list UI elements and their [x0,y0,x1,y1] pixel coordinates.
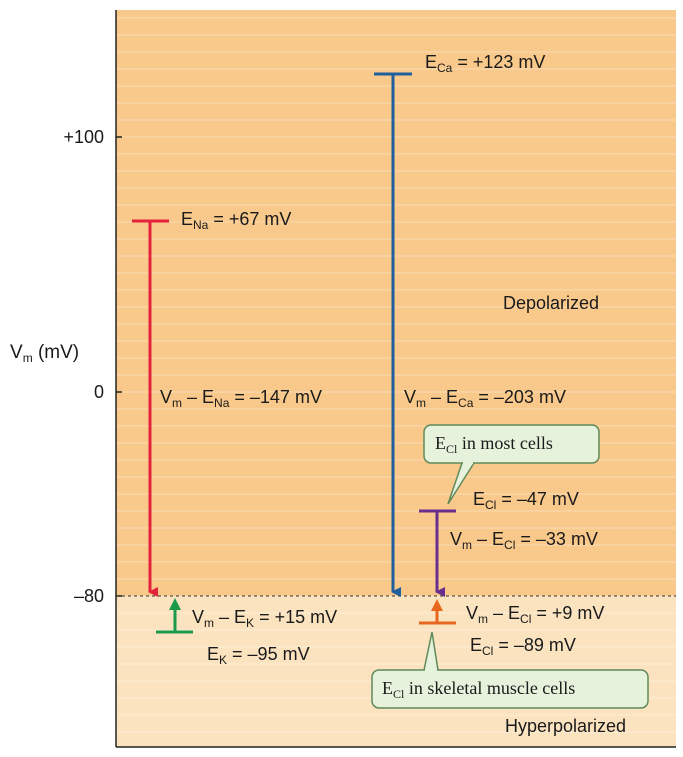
y-axis-title: Vm (mV) [10,342,80,365]
callout-muscle-sub: Cl [393,687,405,701]
df-cl-most-rest: = –33 mV [515,529,598,549]
df-k-rest: = +15 mV [254,607,338,627]
eca-label-rest: = +123 mV [452,52,546,72]
tick-label-0: 0 [93,382,104,402]
ecl-muscle-label-sub: Cl [482,644,494,658]
callout-most-sub: Cl [446,442,458,456]
df-cl-muscle-b: – E [488,603,521,623]
depolarized-label: Depolarized [503,293,600,313]
ecl-most-label: ECl = –47 mV [473,489,579,511]
df-cl-muscle-label: Vm – ECl = +9 mV [466,603,605,625]
callout-muscle-rest: in skeletal muscle cells [404,678,576,698]
callout-most-text: ECl in most cells [435,433,553,455]
tick-label-minus80: –80 [73,586,104,606]
df-cl-most-a-sub: m [462,538,473,552]
callout-most-pointer [447,462,475,505]
df-na-rest: = –147 mV [229,387,322,407]
ecl-muscle-arrow-head [431,599,443,611]
ek-arrow-head [169,598,181,610]
df-cl-most-a: V [450,529,463,549]
df-cl-most-b: – E [472,529,505,549]
ek-label-rest: = –95 mV [227,644,310,664]
df-k-a-sub: m [204,616,215,630]
df-k-b-sub: K [246,616,255,630]
ecl-muscle-label-main: E [470,635,483,655]
df-ca-b: – E [426,387,459,407]
y-axis-title-rest: (mV) [32,342,80,363]
callout-most-rest: in most cells [457,433,553,453]
y-axis-title-sub: m [22,351,33,365]
df-na-a: V [160,387,173,407]
callout-most-main: E [435,433,446,453]
df-cl-muscle-a-sub: m [478,612,489,626]
df-k-label: Vm – EK = +15 mV [192,607,338,629]
df-na-b-sub: Na [214,396,230,410]
df-ca-a-sub: m [416,396,427,410]
df-ca-label: Vm – ECa = –203 mV [404,387,566,409]
callout-muscle-main: E [382,678,393,698]
ecl-muscle-label-rest: = –89 mV [493,635,576,655]
callout-muscle-text: ECl in skeletal muscle cells [382,678,576,700]
ena-label-rest: = +67 mV [208,209,292,229]
ecl-most-label-rest: = –47 mV [496,489,579,509]
callout-muscle-box [371,669,649,709]
df-cl-muscle-rest: = +9 mV [531,603,605,623]
ena-label: ENa = +67 mV [181,209,292,231]
eca-label-main: E [425,52,438,72]
df-cl-most-b-sub: Cl [504,538,516,552]
df-cl-muscle-a: V [466,603,479,623]
callout-muscle-pointer [423,631,439,671]
df-na-a-sub: m [172,396,183,410]
df-ca-a: V [404,387,417,407]
eca-label: ECa = +123 mV [425,52,546,74]
df-k-a: V [192,607,205,627]
ecl-most-label-sub: Cl [485,498,497,512]
depolarized-region [116,10,676,596]
hyperpolarized-label: Hyperpolarized [505,716,627,736]
ecl-most-label-main: E [473,489,486,509]
ek-label: EK = –95 mV [207,644,310,666]
y-axis-title-main: V [10,342,23,363]
df-na-b: – E [182,387,215,407]
df-ca-rest: = –203 mV [473,387,566,407]
df-cl-most-label: Vm – ECl = –33 mV [450,529,598,551]
callout-most-box [423,424,600,464]
ena-label-main: E [181,209,194,229]
eca-label-sub: Ca [437,61,453,75]
df-ca-b-sub: Ca [458,396,474,410]
ecl-muscle-label: ECl = –89 mV [470,635,576,657]
ena-label-sub: Na [193,218,209,232]
tick-label-100: +100 [63,127,104,147]
df-cl-muscle-b-sub: Cl [520,612,532,626]
ek-label-main: E [207,644,220,664]
df-k-b: – E [214,607,247,627]
df-na-label: Vm – ENa = –147 mV [160,387,322,409]
ek-label-sub: K [219,653,228,667]
